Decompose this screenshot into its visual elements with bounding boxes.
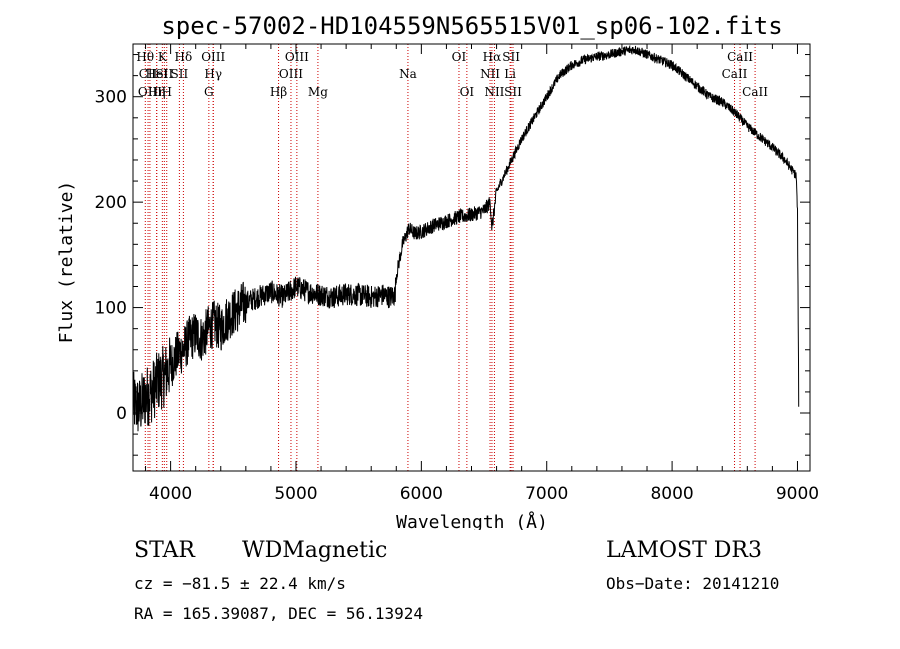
y-tick-label: 0 bbox=[116, 404, 127, 424]
redshift-velocity: cz = −81.5 ± 22.4 km/s bbox=[134, 574, 346, 593]
x-axis-label: Wavelength (Å) bbox=[396, 511, 548, 530]
coordinates: RA = 165.39087, DEC = 56.13924 bbox=[134, 604, 423, 623]
line-label-4: HeI bbox=[146, 67, 169, 81]
line-label-23: SII bbox=[502, 50, 520, 64]
line-label-0: Hθ bbox=[136, 50, 154, 64]
line-label-21: NII bbox=[480, 67, 500, 81]
line-label-8: Hδ bbox=[175, 50, 193, 64]
survey-name: LAMOST DR3 bbox=[606, 538, 762, 563]
observation-date: Obs−Date: 20141210 bbox=[606, 574, 780, 593]
spectrum-chart: spec-57002-HD104559N565515V01_sp06-102.f… bbox=[56, 12, 819, 530]
plot-frame bbox=[132, 43, 811, 472]
line-label-16: Mg bbox=[308, 85, 328, 99]
line-label-14: OIII bbox=[279, 67, 303, 81]
object-subclass: WDMagnetic bbox=[242, 538, 388, 563]
x-tick-label: 8000 bbox=[650, 484, 693, 504]
x-tick-label: 7000 bbox=[525, 484, 568, 504]
x-axis-ticks: 4000 5000 6000 7000 8000 9000 bbox=[145, 44, 819, 504]
y-axis-label: Flux (relative) bbox=[56, 181, 77, 344]
line-label-27: CaII bbox=[722, 67, 748, 81]
line-label-5: Hη bbox=[148, 85, 166, 99]
y-tick-label: 300 bbox=[95, 88, 127, 108]
line-label-10: OIII bbox=[201, 50, 225, 64]
line-label-11: Hγ bbox=[204, 67, 222, 81]
line-label-13: Hβ bbox=[270, 85, 287, 99]
spectrum-series bbox=[132, 44, 800, 432]
line-label-3: K bbox=[158, 50, 168, 64]
x-tick-label: 5000 bbox=[274, 484, 317, 504]
x-tick-label: 9000 bbox=[776, 484, 819, 504]
object-type: STAR bbox=[134, 538, 195, 563]
line-label-24: Li bbox=[504, 67, 516, 81]
y-tick-label: 100 bbox=[95, 299, 127, 319]
line-label-6: SII bbox=[155, 67, 173, 81]
y-tick-label: 200 bbox=[95, 193, 127, 213]
line-label-25: SII bbox=[504, 85, 522, 99]
spectrum-line-0 bbox=[132, 44, 800, 432]
line-label-12: G bbox=[204, 85, 214, 99]
line-label-7: H bbox=[161, 85, 171, 99]
line-label-20: Hα bbox=[483, 50, 502, 64]
x-tick-label: 6000 bbox=[400, 484, 443, 504]
line-label-1: CII bbox=[139, 67, 158, 81]
line-label-15: OIII bbox=[285, 50, 309, 64]
line-label-18: OI bbox=[452, 50, 467, 64]
line-label-17: Na bbox=[399, 67, 417, 81]
x-tick-label: 4000 bbox=[149, 484, 192, 504]
line-label-19: OI bbox=[460, 85, 475, 99]
line-label-28: CaII bbox=[742, 85, 768, 99]
line-label-2: OIII bbox=[138, 85, 162, 99]
line-label-26: CaII bbox=[727, 50, 753, 64]
line-label-9: SII bbox=[171, 67, 189, 81]
spectral-line-markers bbox=[144, 44, 756, 471]
chart-title: spec-57002-HD104559N565515V01_sp06-102.f… bbox=[161, 12, 782, 40]
y-axis-ticks: 0 100 200 300 bbox=[95, 54, 810, 456]
line-label-22: NII bbox=[484, 85, 504, 99]
